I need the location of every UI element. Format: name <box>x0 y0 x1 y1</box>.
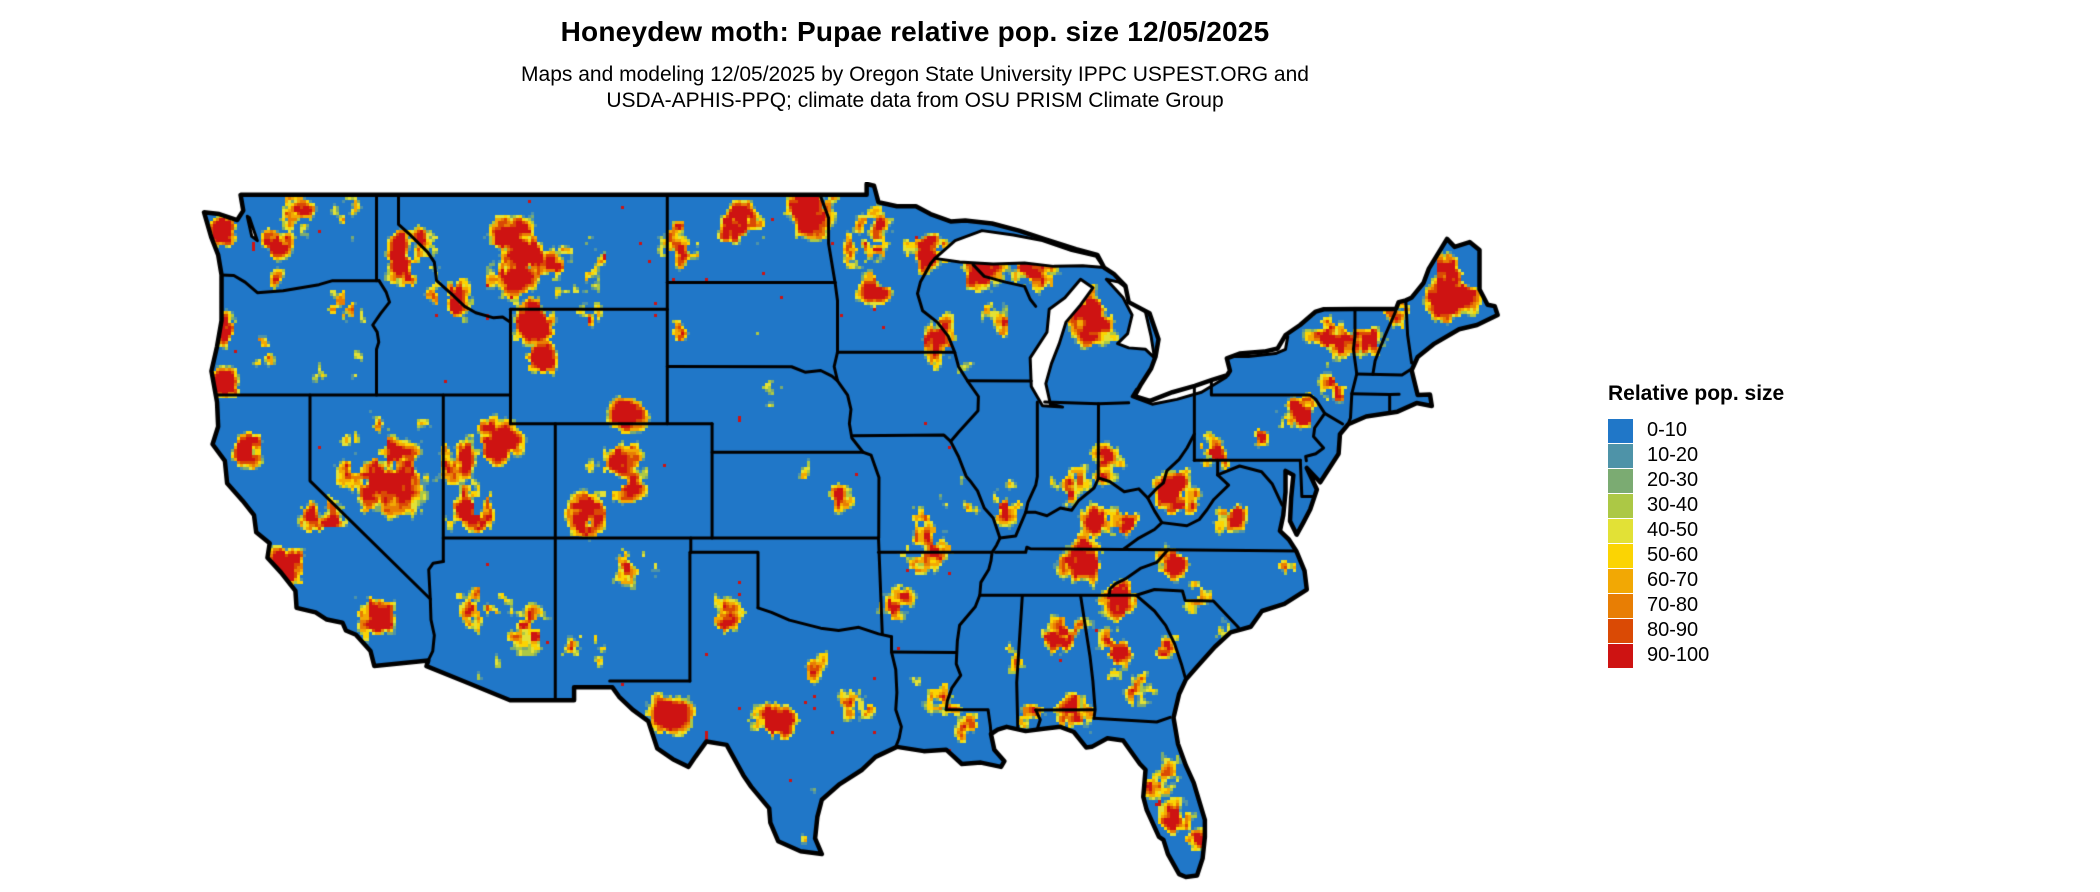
page-title: Honeydew moth: Pupae relative pop. size … <box>560 16 1270 47</box>
legend-item: 60-70 <box>1608 568 1848 593</box>
legend-title: Relative pop. size <box>1608 382 1785 405</box>
legend-item: 80-90 <box>1608 618 1848 643</box>
legend-item: 10-20 <box>1608 443 1848 468</box>
legend-item: 20-30 <box>1608 468 1848 493</box>
legend: Relative pop. size 0-10 10-20 20-30 30-40 40… <box>1608 382 1848 668</box>
legend-swatch <box>1608 468 1633 493</box>
legend-swatch <box>1608 443 1633 468</box>
legend-swatch <box>1608 493 1633 518</box>
legend-label: 60-70 <box>1647 569 1699 591</box>
legend-swatch <box>1608 543 1633 568</box>
legend-label: 30-40 <box>1647 494 1699 516</box>
legend-item: 70-80 <box>1608 593 1848 618</box>
us-map-wrap <box>198 182 1513 888</box>
legend-swatch <box>1608 618 1633 643</box>
legend-label: 80-90 <box>1647 619 1699 641</box>
legend-item: 30-40 <box>1608 493 1848 518</box>
legend-swatch <box>1608 418 1633 443</box>
legend-item: 50-60 <box>1608 543 1848 568</box>
us-population-raster-map <box>198 182 1513 888</box>
legend-items: 0-10 10-20 20-30 30-40 40-50 50-60 60-70 70-80 8… <box>1608 418 1848 668</box>
subtitle-line-1: Maps and modeling 12/05/2025 by Oregon S… <box>521 63 1309 86</box>
legend-item: 0-10 <box>1608 418 1848 443</box>
map-header: Honeydew moth: Pupae relative pop. size … <box>0 16 1830 114</box>
legend-label: 50-60 <box>1647 544 1699 566</box>
page-subtitle: Maps and modeling 12/05/2025 by Oregon S… <box>0 62 1830 114</box>
legend-label: 20-30 <box>1647 469 1699 491</box>
legend-label: 10-20 <box>1647 444 1699 466</box>
legend-label: 70-80 <box>1647 594 1699 616</box>
subtitle-line-2: USDA-APHIS-PPQ; climate data from OSU PR… <box>606 89 1224 112</box>
legend-swatch <box>1608 568 1633 593</box>
legend-item: 40-50 <box>1608 518 1848 543</box>
legend-swatch <box>1608 643 1633 668</box>
legend-label: 40-50 <box>1647 519 1699 541</box>
legend-label: 90-100 <box>1647 644 1710 666</box>
legend-swatch <box>1608 518 1633 543</box>
legend-item: 90-100 <box>1608 643 1848 668</box>
legend-label: 0-10 <box>1647 419 1688 441</box>
legend-swatch <box>1608 593 1633 618</box>
